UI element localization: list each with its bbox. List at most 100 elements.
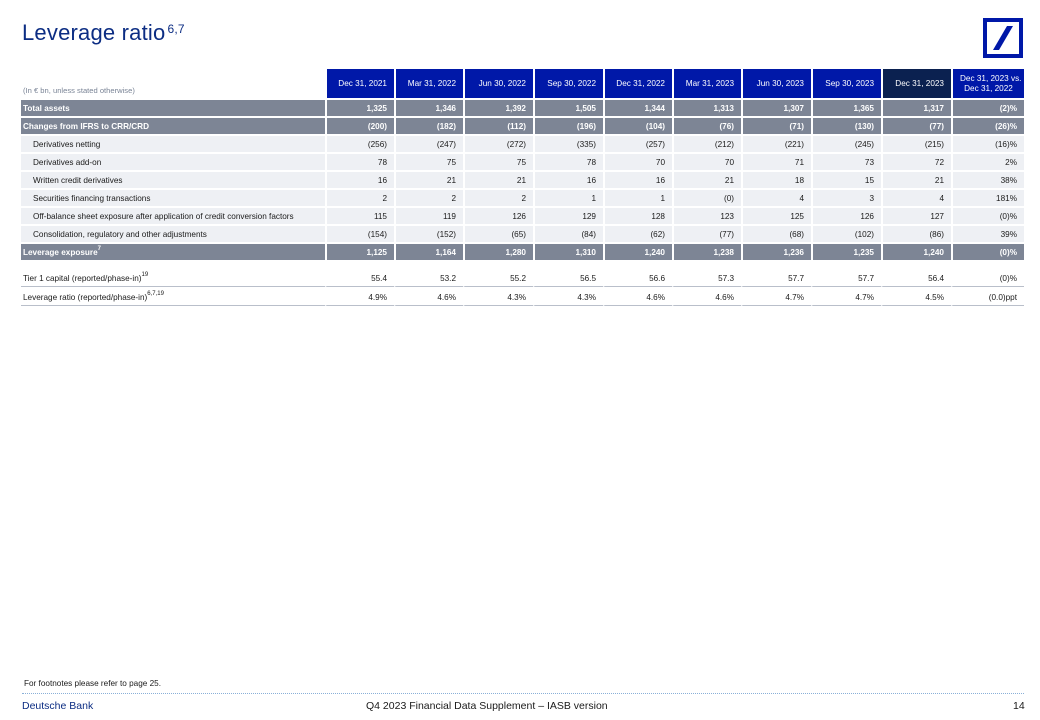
table-cell: (0)%: [951, 270, 1024, 287]
column-header: Sep 30, 2023: [811, 69, 881, 98]
table-cell: 1,317: [881, 100, 951, 116]
table-cell: 2: [325, 190, 394, 206]
table-cell: 57.7: [811, 270, 881, 287]
table-cell: 15: [811, 172, 881, 188]
table-cell: 55.2: [463, 270, 533, 287]
table-cell: (0)%: [951, 244, 1024, 260]
table-cell: 126: [811, 208, 881, 224]
table-cell: (182): [394, 118, 463, 134]
table-cell: 1,310: [533, 244, 603, 260]
column-header: Jun 30, 2022: [463, 69, 533, 98]
table-cell: 4.6%: [394, 289, 463, 306]
column-header: Mar 31, 2023: [672, 69, 741, 98]
page-number: 14: [1013, 700, 1025, 712]
table-cell: (221): [741, 136, 811, 152]
footer-document-title: Q4 2023 Financial Data Supplement – IASB…: [366, 700, 608, 712]
row-footnote: 6,7,19: [147, 290, 164, 297]
table-cell: 55.4: [325, 270, 394, 287]
row-label: Securities financing transactions: [21, 190, 325, 206]
table-row: Derivatives add-on 78 75 75 78 70 70 71 73 72 2%: [21, 154, 1024, 170]
table-cell: (256): [325, 136, 394, 152]
table-cell: 126: [463, 208, 533, 224]
table-cell: (0)%: [951, 208, 1024, 224]
table-header-row: (In € bn, unless stated otherwise) Dec 3…: [21, 69, 1024, 98]
row-label: Leverage exposure7: [21, 244, 325, 260]
table-cell: (86): [881, 226, 951, 242]
table-cell: 72: [881, 154, 951, 170]
table-cell: 38%: [951, 172, 1024, 188]
table-cell: (65): [463, 226, 533, 242]
table-cell: (16)%: [951, 136, 1024, 152]
table-cell: 129: [533, 208, 603, 224]
column-header: Sep 30, 2022: [533, 69, 603, 98]
table-cell: 4.7%: [741, 289, 811, 306]
table-cell: (26)%: [951, 118, 1024, 134]
table-row: Derivatives netting (256) (247) (272) (335)(…: [21, 136, 1024, 152]
table-row: Consolidation, regulatory and other adju…: [21, 226, 1024, 242]
row-spacer: [21, 262, 1024, 268]
row-footnote: 19: [141, 271, 149, 278]
table-cell: 56.5: [533, 270, 603, 287]
page-title: Leverage ratio 6,7: [22, 20, 185, 45]
table-cell: (0.0)ppt: [951, 289, 1024, 306]
table-cell: (84): [533, 226, 603, 242]
table-cell: 1,238: [672, 244, 741, 260]
table-cell: 1,365: [811, 100, 881, 116]
table-cell: (272): [463, 136, 533, 152]
table-cell: 1,313: [672, 100, 741, 116]
table-cell: 1,240: [881, 244, 951, 260]
table-cell: 4.5%: [881, 289, 951, 306]
row-label: Derivatives add-on: [21, 154, 325, 170]
table-row: Total assets 1,325 1,346 1,392 1,505 1,344 1,3…: [21, 100, 1024, 116]
table-cell: 3: [811, 190, 881, 206]
table-cell: 4.7%: [811, 289, 881, 306]
table-cell: 4.6%: [672, 289, 741, 306]
table-cell: 78: [533, 154, 603, 170]
table-cell: 75: [394, 154, 463, 170]
table-cell: 4.3%: [463, 289, 533, 306]
table-row: Off-balance sheet exposure after applica…: [21, 208, 1024, 224]
table-cell: (104): [603, 118, 672, 134]
table-cell: (0): [672, 190, 741, 206]
table-cell: (257): [603, 136, 672, 152]
table-cell: 1,325: [325, 100, 394, 116]
table-cell: (77): [672, 226, 741, 242]
table-row: Changes from IFRS to CRR/CRD (200) (182) (1…: [21, 118, 1024, 134]
table-cell: 4.9%: [325, 289, 394, 306]
table-cell: 123: [672, 208, 741, 224]
table-cell: 56.4: [881, 270, 951, 287]
table-cell: (102): [811, 226, 881, 242]
table-cell: 128: [603, 208, 672, 224]
column-header-comparison: Dec 31, 2023 vs. Dec 31, 2022: [951, 69, 1024, 98]
table-cell: 57.3: [672, 270, 741, 287]
table-cell: 39%: [951, 226, 1024, 242]
column-header: Dec 31, 2022: [603, 69, 672, 98]
row-label: Leverage ratio (reported/phase-in)6,7,19: [21, 289, 325, 306]
table-cell: 56.6: [603, 270, 672, 287]
table-cell: 1,280: [463, 244, 533, 260]
table-cell: 70: [603, 154, 672, 170]
table-cell: 1,236: [741, 244, 811, 260]
table-cell: (152): [394, 226, 463, 242]
table-cell: (215): [881, 136, 951, 152]
table-cell: 53.2: [394, 270, 463, 287]
leverage-ratio-table: (In € bn, unless stated otherwise) Dec 3…: [21, 67, 1024, 308]
table-cell: 16: [603, 172, 672, 188]
table-cell: 57.7: [741, 270, 811, 287]
table-cell: 1: [533, 190, 603, 206]
table-cell: 1,392: [463, 100, 533, 116]
table-cell: 16: [533, 172, 603, 188]
deutsche-bank-logo-icon: [983, 18, 1023, 58]
table-cell: 78: [325, 154, 394, 170]
table-cell: 1,346: [394, 100, 463, 116]
table-cell: 16: [325, 172, 394, 188]
row-label: Written credit derivatives: [21, 172, 325, 188]
table-cell: 181%: [951, 190, 1024, 206]
table-row: Securities financing transactions 2 2 2 1 1 (0…: [21, 190, 1024, 206]
table-cell: 70: [672, 154, 741, 170]
column-header: Jun 30, 2023: [741, 69, 811, 98]
table-cell: (71): [741, 118, 811, 134]
column-header: Dec 31, 2021: [325, 69, 394, 98]
table-cell: 4.6%: [603, 289, 672, 306]
table-cell: (247): [394, 136, 463, 152]
